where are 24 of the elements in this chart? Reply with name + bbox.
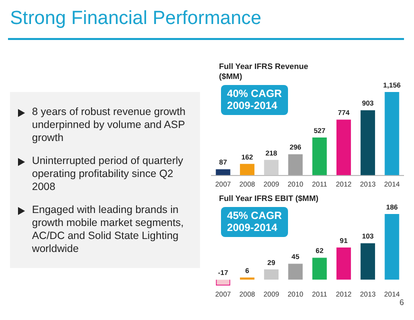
- bar: [360, 243, 376, 280]
- bar: [264, 269, 279, 280]
- text: 8 years of robust revenue growth underpinned by volume and ASP growth: [32, 106, 186, 144]
- bar: [336, 248, 351, 280]
- bar: [264, 160, 279, 176]
- text: Engaged with leading brands in growth mobile market segments, AC/DC and Solid State Lighting worldwide: [32, 204, 184, 255]
- text: Uninterrupted period of quarterly operating profitability since Q2 2008: [32, 155, 184, 193]
- callout-box: 45% CAGR 2009-2014: [221, 207, 288, 237]
- chart-title: Full Year IFRS EBIT ($MM): [219, 194, 320, 204]
- text: 6: [400, 298, 404, 307]
- text: Strong Financial Performance: [10, 8, 262, 30]
- bar: [384, 214, 400, 280]
- bar: [384, 92, 400, 176]
- chart-title: Full Year IFRS Revenue ($MM): [219, 62, 310, 82]
- bar: [288, 264, 303, 280]
- callout-box: 40% CAGR 2009-2014: [221, 85, 288, 115]
- bar: [240, 164, 254, 176]
- bar: [360, 110, 376, 176]
- bar: [312, 137, 327, 176]
- bar: [216, 169, 230, 176]
- bar: [312, 258, 327, 280]
- bar: [336, 120, 351, 176]
- bar: [288, 154, 303, 176]
- bar: [240, 277, 254, 280]
